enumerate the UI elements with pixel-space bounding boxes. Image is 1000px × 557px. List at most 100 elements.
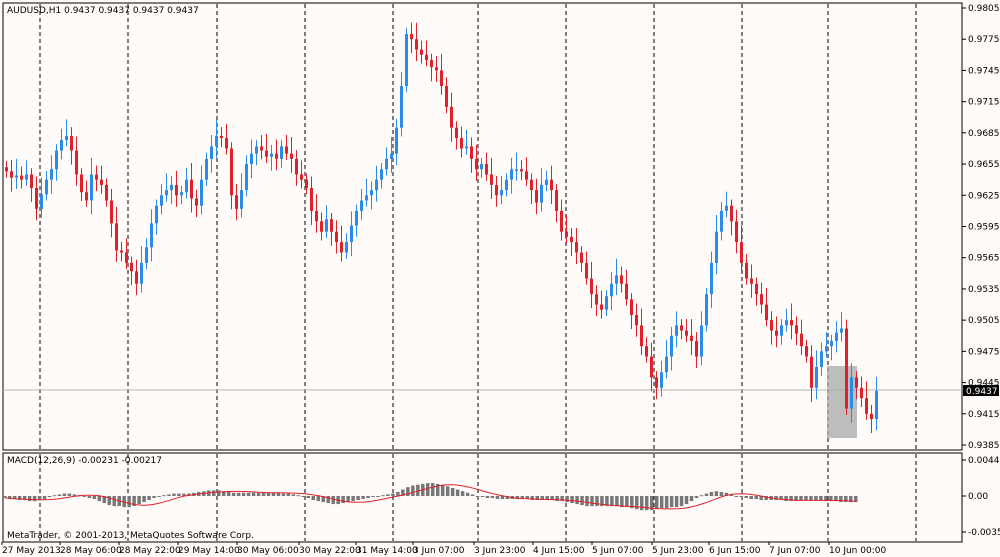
price-tick-label: 0.9715 [968, 98, 1000, 108]
macd-bar [391, 493, 395, 496]
candle-body [340, 242, 343, 253]
candle-body [385, 158, 388, 170]
candle-body [640, 325, 643, 347]
candle-body [855, 377, 858, 388]
candle-body [515, 169, 518, 171]
candle-body [230, 148, 233, 196]
macd-bar [674, 496, 679, 508]
candle-body [510, 169, 513, 180]
macd-bar [460, 491, 465, 496]
macd-bar [480, 496, 485, 498]
price-tick-label: 0.9415 [968, 410, 1000, 420]
macd-pane[interactable]: MACD(12,26,9) -0.00231 -0.00217 MetaTrad… [2, 452, 1000, 543]
macd-bar [649, 496, 654, 511]
candle-body [285, 146, 288, 154]
candle-body [75, 150, 78, 175]
candle-body [250, 153, 253, 165]
candle-body [105, 184, 108, 201]
candle-body [520, 169, 523, 172]
price-tick-label: 0.9535 [968, 285, 1000, 295]
price-tick-label: 0.9385 [968, 441, 1000, 451]
candle-body [660, 372, 663, 388]
macd-bar [699, 495, 704, 497]
time-tick-label: 28 May 22:00 [119, 546, 181, 556]
macd-bar [610, 496, 614, 507]
candle-body [170, 184, 173, 191]
candle-body [760, 294, 763, 305]
candle-body [850, 377, 853, 409]
macd-bar [485, 496, 490, 499]
candle-body [725, 205, 728, 211]
candle-body [450, 106, 453, 128]
macd-bar [231, 492, 236, 496]
candle-body [125, 252, 128, 263]
macd-bar [386, 494, 390, 496]
macd-bar [167, 494, 171, 496]
price-tick-label: 0.9655 [968, 160, 1000, 170]
price-tick-label: 0.9595 [968, 223, 1000, 233]
macd-bar [515, 496, 520, 500]
candle-body [790, 320, 793, 326]
macd-bar [565, 496, 569, 503]
macd-bar [361, 496, 365, 500]
candle-body [180, 192, 183, 196]
macd-bar [72, 494, 77, 496]
macd-bar [212, 490, 216, 496]
candle-body [675, 325, 678, 336]
candle-body [820, 351, 823, 367]
macd-bar [276, 492, 281, 496]
macd-bar [246, 492, 251, 496]
candle-body [715, 231, 718, 263]
candle-body [110, 200, 113, 224]
macd-bar [550, 496, 554, 501]
macd-bar [416, 484, 420, 496]
macd-bar [112, 496, 116, 507]
price-axis[interactable]: 0.9805 0.9775 0.9745 0.9715 0.9685 0.9655 0.96… [962, 4, 1000, 451]
macd-bar [271, 492, 276, 496]
candle-body [355, 210, 358, 226]
macd-bar [495, 496, 500, 500]
candle-body [475, 158, 478, 170]
time-tick-label: 4 Jun 15:00 [533, 546, 585, 556]
candle-body [50, 169, 53, 180]
price-tick-label: 0.9745 [968, 66, 1000, 76]
candle-body [645, 346, 648, 357]
price-pane[interactable]: AUDUSD,H1 0.9437 0.9437 0.9437 0.9437 0.… [2, 2, 1000, 451]
time-tick-label: 10 Jun 00:00 [829, 546, 886, 556]
time-tick-label: 30 May 22:00 [299, 546, 361, 556]
macd-bar [22, 496, 27, 501]
macd-bar [615, 496, 619, 507]
price-chart-title: AUDUSD,H1 0.9437 0.9437 0.9437 0.9437 [7, 6, 199, 16]
macd-bar [709, 491, 714, 496]
time-tick-label: 5 Jun 07:00 [592, 546, 644, 556]
candle-body [795, 325, 798, 334]
macd-bar [3, 496, 7, 499]
candle-body [865, 398, 868, 414]
macd-bar [849, 496, 853, 503]
macd-signal-line [5, 484, 857, 510]
macd-bar [704, 493, 709, 496]
macd-bar [520, 496, 525, 500]
candle-body [440, 70, 443, 87]
macd-bar [679, 496, 684, 507]
macd-bar [97, 496, 102, 502]
macd-bar [714, 491, 719, 496]
candle-body [780, 325, 783, 336]
candle-body [90, 174, 93, 201]
candle-body [185, 179, 188, 193]
macd-bar [47, 496, 52, 498]
candle-body [30, 174, 33, 189]
macd-bar [12, 496, 17, 500]
macd-bar [625, 496, 629, 508]
macd-bar [172, 493, 176, 496]
macd-bar [7, 496, 12, 500]
macd-bar [525, 496, 530, 500]
macd-bar [326, 496, 330, 504]
macd-bar [376, 496, 380, 497]
macd-bar [356, 496, 360, 501]
macd-bar [774, 496, 778, 501]
candle-body [260, 146, 263, 151]
time-tick-label: 28 May 06:00 [60, 546, 122, 556]
